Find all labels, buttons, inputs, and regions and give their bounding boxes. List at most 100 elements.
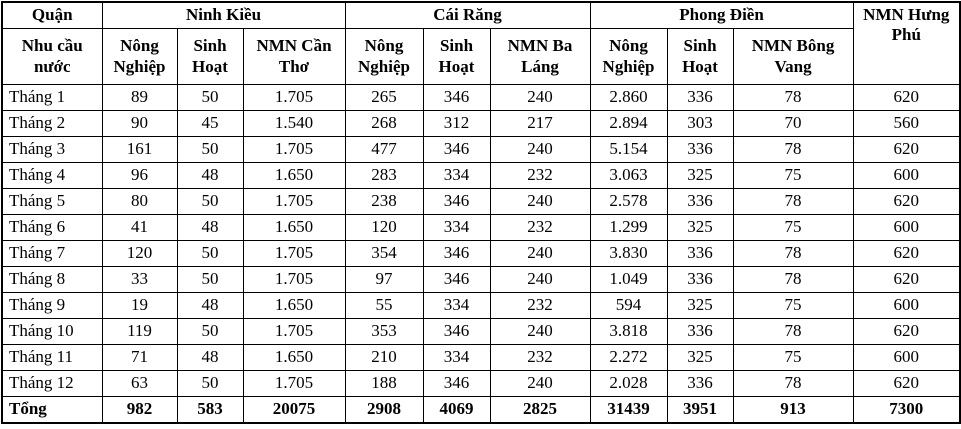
table-cell: 3.830	[589, 240, 668, 267]
table-row: Tháng 8 33 50 1.705 97 346 240 1.049 336 78 620	[1, 266, 961, 293]
table-cell: 232	[489, 344, 591, 371]
table-cell: 325	[666, 344, 734, 371]
table-cell: 78	[732, 240, 854, 267]
table-cell: 232	[489, 214, 591, 241]
table-cell: 48	[176, 162, 244, 189]
table-cell: 20075	[242, 396, 346, 424]
table-cell: 346	[422, 266, 491, 293]
table-cell: 90	[101, 110, 178, 137]
table-cell: 334	[422, 214, 491, 241]
table-cell: 31439	[589, 396, 668, 424]
table-cell: 78	[732, 266, 854, 293]
table-cell: 161	[101, 136, 178, 163]
column-header-nmn-can-tho: NMN Cần Thơ	[242, 28, 346, 85]
table-cell: 336	[666, 266, 734, 293]
table-cell: 1.650	[242, 344, 346, 371]
column-header-nmn-bong-vang: NMN Bông Vang	[732, 28, 854, 85]
column-header-nk-sinh-hoat: Sinh Hoạt	[176, 28, 244, 85]
table-cell: 78	[732, 188, 854, 215]
table-cell: 312	[422, 110, 491, 137]
column-header-cr-nong-nghiep: Nông Nghiệp	[344, 28, 424, 85]
table-cell: 5.154	[589, 136, 668, 163]
row-label: Tháng 9	[1, 292, 103, 319]
table-row: Tháng 4 96 48 1.650 283 334 232 3.063 325 75 600	[1, 162, 961, 189]
row-label: Tháng 3	[1, 136, 103, 163]
table-cell: 97	[344, 266, 424, 293]
table-cell: 620	[852, 370, 961, 397]
table-cell: 210	[344, 344, 424, 371]
table-cell: 2.578	[589, 188, 668, 215]
table-cell: 913	[732, 396, 854, 424]
table-cell: 80	[101, 188, 178, 215]
table-cell: 620	[852, 240, 961, 267]
table-cell: 620	[852, 266, 961, 293]
table-cell: 7300	[852, 396, 961, 424]
table-cell: 346	[422, 136, 491, 163]
table-cell: 75	[732, 162, 854, 189]
table-cell: 1.705	[242, 266, 346, 293]
row-label: Tháng 11	[1, 344, 103, 371]
table-cell: 1.650	[242, 214, 346, 241]
table-cell: 334	[422, 344, 491, 371]
table-cell: 78	[732, 370, 854, 397]
table-cell: 1.705	[242, 188, 346, 215]
corner-cell-demand: Nhu cầu nước	[1, 28, 103, 85]
table-row: Tháng 5 80 50 1.705 238 346 240 2.578 336 78 620	[1, 188, 961, 215]
column-header-nmn-hung-phu: NMN Hưng Phú	[852, 1, 961, 85]
table-cell: 346	[422, 240, 491, 267]
table-cell: 232	[489, 162, 591, 189]
table-cell: 982	[101, 396, 178, 424]
table-cell: 336	[666, 136, 734, 163]
table-cell: 50	[176, 240, 244, 267]
table-cell: 1.705	[242, 318, 346, 345]
group-header-phong-dien: Phong Điền	[589, 1, 854, 29]
table-cell: 1.705	[242, 136, 346, 163]
table-cell: 78	[732, 318, 854, 345]
table-cell: 238	[344, 188, 424, 215]
table-cell: 240	[489, 84, 591, 111]
table-row: Tháng 6 41 48 1.650 120 334 232 1.299 325 75 600	[1, 214, 961, 241]
table-cell: 600	[852, 344, 961, 371]
column-header-nmn-ba-lang: NMN Ba Láng	[489, 28, 591, 85]
table-cell: 620	[852, 188, 961, 215]
table-cell: 265	[344, 84, 424, 111]
column-header-cr-sinh-hoat: Sinh Hoạt	[422, 28, 491, 85]
table-cell: 232	[489, 292, 591, 319]
table-cell: 1.705	[242, 240, 346, 267]
table-header: Quận Ninh Kiều Cái Răng Phong Điền NMN H…	[1, 1, 961, 85]
table-cell: 78	[732, 136, 854, 163]
table-cell: 75	[732, 214, 854, 241]
table-cell: 78	[732, 84, 854, 111]
table-cell: 1.650	[242, 162, 346, 189]
table-cell: 48	[176, 214, 244, 241]
row-label: Tháng 10	[1, 318, 103, 345]
table-cell: 336	[666, 318, 734, 345]
table-cell: 346	[422, 370, 491, 397]
table-cell: 70	[732, 110, 854, 137]
table-row: Tháng 12 63 50 1.705 188 346 240 2.028 336 78 620	[1, 370, 961, 397]
table-cell: 346	[422, 84, 491, 111]
table-cell: 50	[176, 318, 244, 345]
table-cell: 336	[666, 370, 734, 397]
table-cell: 336	[666, 84, 734, 111]
table-cell: 3.818	[589, 318, 668, 345]
table-cell: 45	[176, 110, 244, 137]
table-cell: 50	[176, 370, 244, 397]
table-cell: 75	[732, 292, 854, 319]
column-header-pd-nong-nghiep: Nông Nghiệp	[589, 28, 668, 85]
table-cell: 325	[666, 214, 734, 241]
table-cell: 50	[176, 266, 244, 293]
table-cell: 325	[666, 292, 734, 319]
table-cell: 1.049	[589, 266, 668, 293]
table-cell: 48	[176, 292, 244, 319]
table-cell: 50	[176, 136, 244, 163]
row-label: Tháng 7	[1, 240, 103, 267]
header-group-row: Quận Ninh Kiều Cái Răng Phong Điền NMN H…	[1, 1, 961, 85]
group-header-cai-rang: Cái Răng	[344, 1, 591, 29]
table-cell: 2.028	[589, 370, 668, 397]
table-cell: 334	[422, 162, 491, 189]
table-cell: 1.540	[242, 110, 346, 137]
table-cell: 325	[666, 162, 734, 189]
total-row: Tổng 982 583 20075 2908 4069 2825 31439 3951 913 7…	[1, 396, 961, 424]
